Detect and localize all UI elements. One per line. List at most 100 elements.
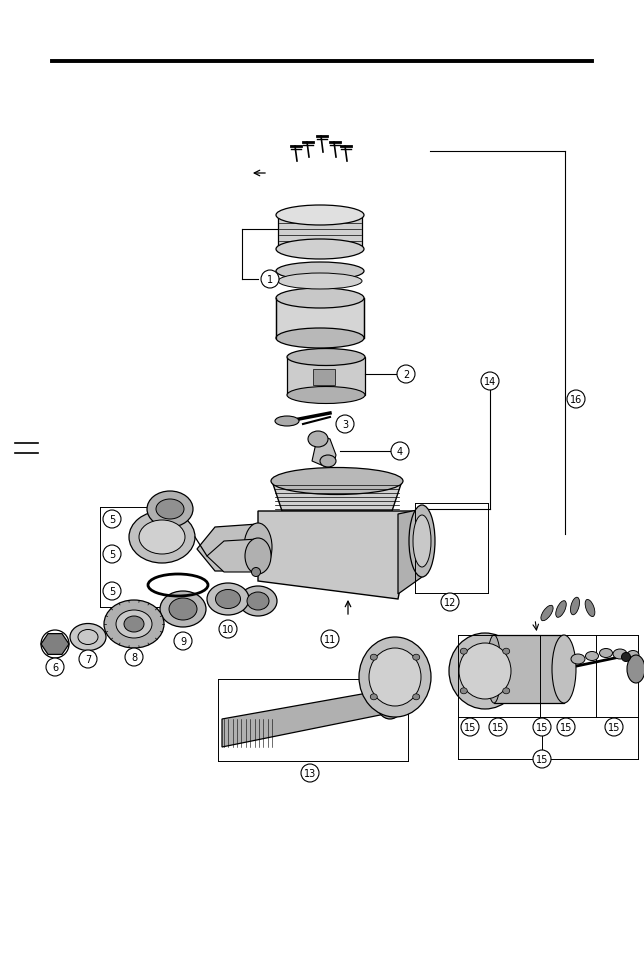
Ellipse shape xyxy=(600,649,612,658)
Circle shape xyxy=(125,648,143,666)
Polygon shape xyxy=(278,215,362,250)
Ellipse shape xyxy=(139,520,185,555)
Text: 5: 5 xyxy=(109,550,115,559)
Ellipse shape xyxy=(104,600,164,648)
Circle shape xyxy=(79,650,97,668)
Text: 15: 15 xyxy=(464,722,476,732)
Ellipse shape xyxy=(571,655,585,664)
Text: 4: 4 xyxy=(397,447,403,456)
Circle shape xyxy=(441,594,459,612)
Ellipse shape xyxy=(156,499,184,519)
Ellipse shape xyxy=(308,432,328,448)
Ellipse shape xyxy=(621,653,630,661)
Ellipse shape xyxy=(216,590,240,609)
Circle shape xyxy=(336,416,354,434)
Bar xyxy=(494,636,564,703)
Polygon shape xyxy=(312,436,336,468)
Ellipse shape xyxy=(116,610,152,639)
Text: 3: 3 xyxy=(342,419,348,430)
Circle shape xyxy=(397,366,415,384)
Text: 11: 11 xyxy=(324,635,336,644)
Ellipse shape xyxy=(239,586,277,617)
Text: 5: 5 xyxy=(109,515,115,524)
Circle shape xyxy=(461,719,479,737)
Polygon shape xyxy=(258,512,415,599)
Ellipse shape xyxy=(247,593,269,610)
Ellipse shape xyxy=(413,655,420,660)
Ellipse shape xyxy=(245,538,271,575)
Ellipse shape xyxy=(276,263,364,281)
Bar xyxy=(276,298,364,338)
Ellipse shape xyxy=(585,652,598,660)
Polygon shape xyxy=(398,510,422,595)
Text: 8: 8 xyxy=(131,652,137,662)
Ellipse shape xyxy=(370,655,377,660)
Circle shape xyxy=(605,719,623,737)
Ellipse shape xyxy=(276,206,364,226)
Circle shape xyxy=(219,620,237,639)
Ellipse shape xyxy=(503,688,509,694)
Circle shape xyxy=(489,719,507,737)
Ellipse shape xyxy=(320,456,336,468)
Text: 15: 15 xyxy=(492,722,504,732)
Bar xyxy=(313,370,335,386)
Ellipse shape xyxy=(147,492,193,527)
Text: 6: 6 xyxy=(52,662,58,672)
Ellipse shape xyxy=(541,606,553,621)
Ellipse shape xyxy=(370,694,377,700)
Ellipse shape xyxy=(244,523,272,572)
Ellipse shape xyxy=(275,416,299,427)
Ellipse shape xyxy=(449,634,521,709)
Ellipse shape xyxy=(160,592,206,627)
Circle shape xyxy=(103,511,121,529)
Circle shape xyxy=(533,719,551,737)
Polygon shape xyxy=(272,481,402,512)
Ellipse shape xyxy=(124,617,144,633)
Ellipse shape xyxy=(369,648,421,706)
Ellipse shape xyxy=(169,598,197,620)
Text: 15: 15 xyxy=(536,754,548,764)
Text: 15: 15 xyxy=(536,722,548,732)
Ellipse shape xyxy=(459,643,511,700)
Ellipse shape xyxy=(571,598,580,615)
Ellipse shape xyxy=(287,387,365,404)
Ellipse shape xyxy=(613,649,627,659)
Ellipse shape xyxy=(413,516,431,567)
Ellipse shape xyxy=(409,505,435,578)
Circle shape xyxy=(533,750,551,768)
Text: 10: 10 xyxy=(222,624,234,635)
Polygon shape xyxy=(197,524,258,572)
Ellipse shape xyxy=(278,274,362,290)
Ellipse shape xyxy=(70,624,106,651)
Ellipse shape xyxy=(556,601,566,618)
Circle shape xyxy=(481,373,499,391)
Text: 7: 7 xyxy=(85,655,91,664)
Circle shape xyxy=(321,630,339,648)
Circle shape xyxy=(174,633,192,650)
Circle shape xyxy=(557,719,575,737)
Ellipse shape xyxy=(276,289,364,309)
Text: 12: 12 xyxy=(444,598,456,607)
Circle shape xyxy=(103,582,121,600)
Ellipse shape xyxy=(552,636,576,703)
Ellipse shape xyxy=(271,468,403,495)
Circle shape xyxy=(301,764,319,782)
Ellipse shape xyxy=(276,329,364,349)
Text: 15: 15 xyxy=(608,722,620,732)
Ellipse shape xyxy=(460,688,468,694)
Ellipse shape xyxy=(287,349,365,366)
Ellipse shape xyxy=(627,656,644,683)
Ellipse shape xyxy=(129,512,195,563)
Ellipse shape xyxy=(252,568,261,577)
Polygon shape xyxy=(222,689,390,747)
Ellipse shape xyxy=(376,683,404,720)
Circle shape xyxy=(103,545,121,563)
Circle shape xyxy=(261,271,279,289)
Ellipse shape xyxy=(585,599,595,617)
Ellipse shape xyxy=(276,240,364,260)
Text: 9: 9 xyxy=(180,637,186,646)
Circle shape xyxy=(391,442,409,460)
Ellipse shape xyxy=(413,694,420,700)
Ellipse shape xyxy=(207,583,249,616)
Ellipse shape xyxy=(487,636,501,703)
